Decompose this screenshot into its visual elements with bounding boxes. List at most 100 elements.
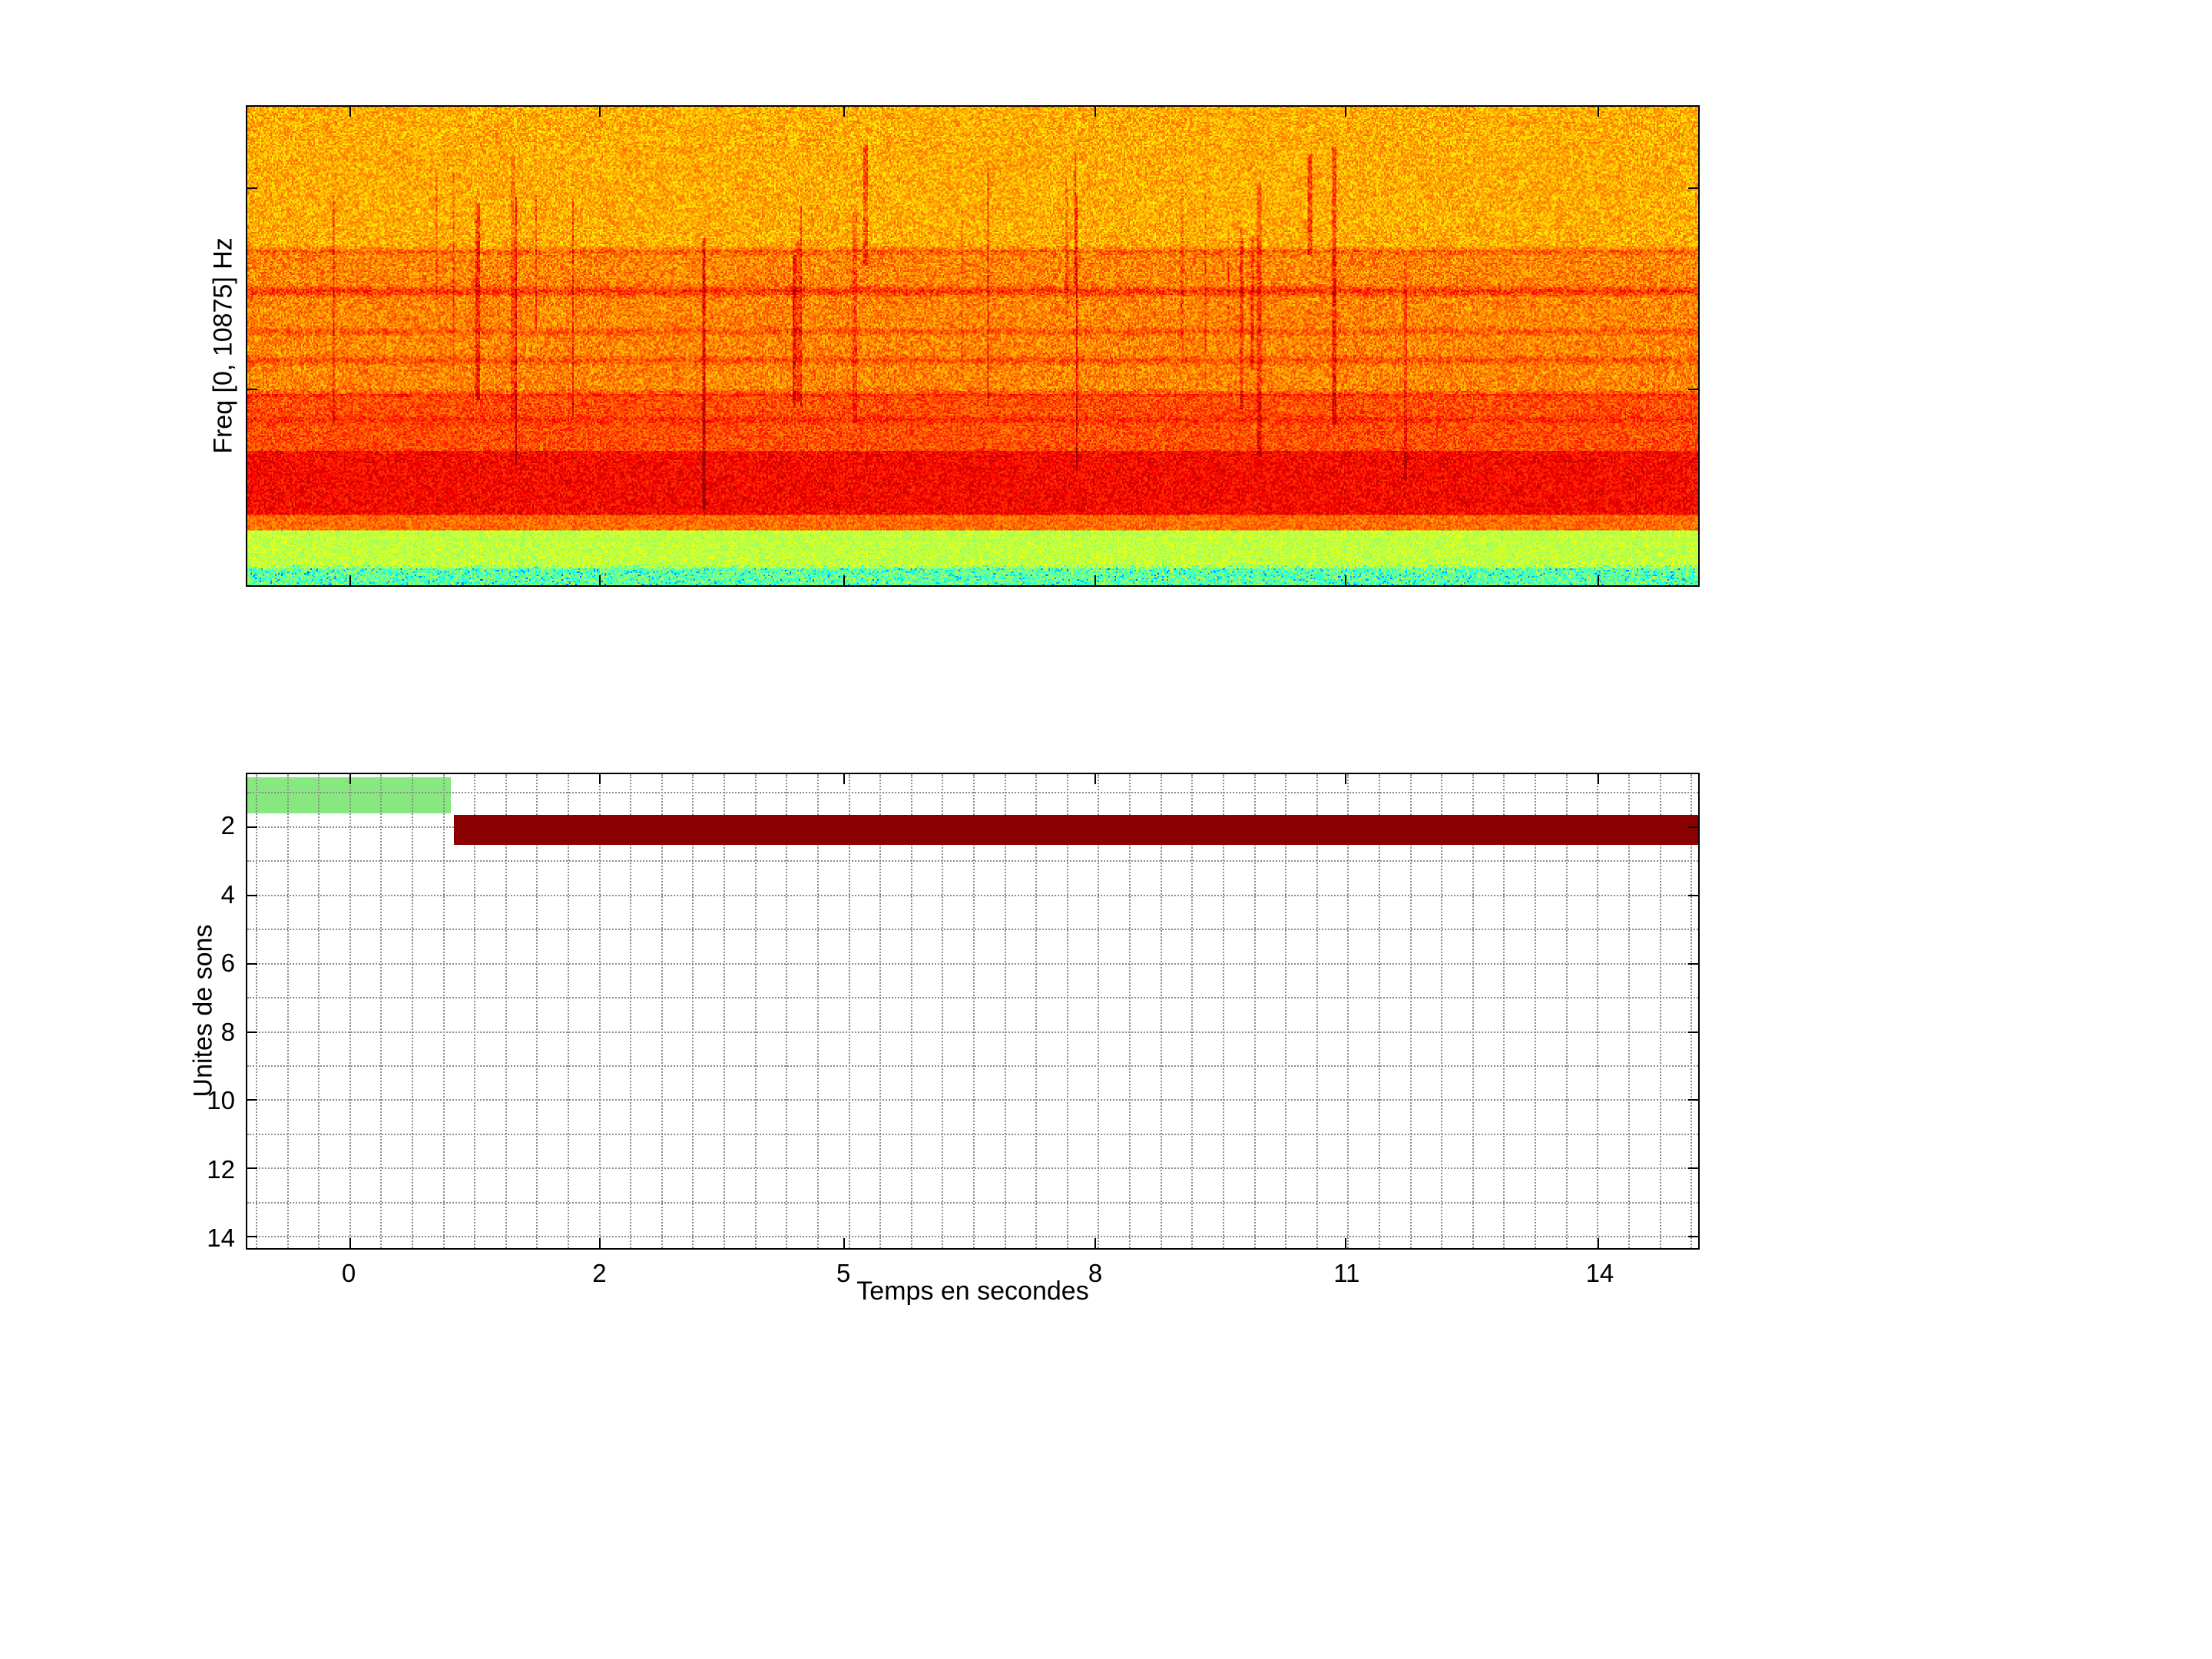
- y-tick-mark: [1688, 1236, 1698, 1238]
- grid-line-vertical: [1191, 774, 1194, 1248]
- x-tick-mark: [843, 1238, 845, 1248]
- y-tick-label: 10: [207, 1086, 235, 1115]
- grid-line-vertical: [1285, 774, 1287, 1248]
- grid-line-horizontal: [247, 997, 1698, 999]
- grid-line-vertical: [505, 774, 507, 1248]
- grid-line-vertical: [1565, 774, 1568, 1248]
- y-tick-mark: [1688, 826, 1698, 828]
- grid-line-vertical: [973, 774, 975, 1248]
- time-xlabel: Temps en secondes: [856, 1277, 1089, 1306]
- y-tick-mark: [1688, 1167, 1698, 1170]
- spectrogram-axes: [246, 105, 1700, 587]
- y-tick-mark: [1688, 1031, 1698, 1033]
- grid-line-vertical: [1004, 774, 1006, 1248]
- y-tick-label: 2: [220, 811, 235, 840]
- grid-line-vertical: [1409, 774, 1412, 1248]
- grid-line-vertical: [1129, 774, 1131, 1248]
- x-tick-mark: [1094, 107, 1096, 117]
- grid-line-vertical: [630, 774, 632, 1248]
- spectrogram-image: [247, 107, 1698, 585]
- x-tick-mark: [349, 575, 351, 585]
- grid-line-vertical: [286, 774, 289, 1248]
- x-tick-labels: 0 2 5 8 11 14: [246, 1259, 1700, 1290]
- grid-line-horizontal: [247, 792, 1698, 794]
- y-tick-labels: 2 4 6 8 10 12 14: [144, 773, 235, 1252]
- grid-line-vertical: [1503, 774, 1505, 1248]
- y-tick-mark: [1688, 894, 1698, 896]
- grid-line-vertical: [692, 774, 694, 1248]
- x-tick-label: 8: [1088, 1259, 1103, 1287]
- x-tick-label: 0: [341, 1259, 356, 1287]
- grid-line-horizontal: [247, 1201, 1698, 1204]
- y-tick-mark: [247, 388, 257, 390]
- y-tick-label: 6: [220, 949, 235, 978]
- y-tick-mark: [1688, 962, 1698, 965]
- x-tick-mark: [349, 774, 351, 784]
- x-tick-mark: [1598, 107, 1600, 117]
- sound-unit-segment-1: [247, 777, 452, 813]
- y-tick-label: 8: [220, 1017, 235, 1046]
- grid-line-horizontal: [247, 894, 1698, 896]
- x-tick-mark: [599, 107, 601, 117]
- grid-line-vertical: [1597, 774, 1599, 1248]
- x-tick-mark: [1345, 575, 1347, 585]
- x-tick-mark: [843, 575, 845, 585]
- y-tick-mark: [247, 187, 257, 189]
- x-tick-mark: [843, 107, 845, 117]
- grid-line-vertical: [786, 774, 788, 1248]
- grid-line-vertical: [1535, 774, 1537, 1248]
- grid-line-horizontal: [247, 1065, 1698, 1067]
- x-tick-mark: [1598, 774, 1600, 784]
- grid-line-vertical: [848, 774, 850, 1248]
- grid-line-vertical: [879, 774, 882, 1248]
- y-tick-label: 12: [207, 1154, 235, 1184]
- grid-line-vertical: [1222, 774, 1224, 1248]
- grid-line-vertical: [910, 774, 912, 1248]
- y-tick-label: 4: [220, 879, 235, 909]
- x-tick-mark: [599, 575, 601, 585]
- x-tick-mark: [1345, 107, 1347, 117]
- grid-line-vertical: [318, 774, 320, 1248]
- units-axes: [246, 773, 1700, 1250]
- x-tick-label: 5: [836, 1259, 851, 1287]
- y-tick-mark: [247, 826, 257, 828]
- grid-line-horizontal: [247, 929, 1698, 931]
- y-tick-mark: [247, 1167, 257, 1170]
- y-tick-mark: [247, 894, 257, 896]
- y-tick-mark: [1688, 388, 1698, 390]
- grid-line-vertical: [724, 774, 726, 1248]
- grid-line-vertical: [1441, 774, 1443, 1248]
- grid-line-horizontal: [247, 1167, 1698, 1170]
- x-tick-mark: [349, 107, 351, 117]
- y-tick-mark: [247, 1236, 257, 1238]
- x-tick-mark: [1094, 1238, 1096, 1248]
- x-tick-mark: [1094, 774, 1096, 784]
- grid-line-vertical: [1253, 774, 1256, 1248]
- grid-line-horizontal: [247, 962, 1698, 965]
- grid-line-vertical: [1035, 774, 1038, 1248]
- x-tick-label: 14: [1585, 1259, 1614, 1287]
- sound-unit-segment-2: [453, 814, 1698, 845]
- y-tick-mark: [1688, 187, 1698, 189]
- grid-line-vertical: [1690, 774, 1693, 1248]
- grid-line-vertical: [1316, 774, 1318, 1248]
- x-tick-mark: [1094, 575, 1096, 585]
- grid-line-horizontal: [247, 1099, 1698, 1101]
- spectrogram-ylabel: Freq [0, 10875] Hz: [208, 237, 238, 454]
- y-tick-mark: [247, 962, 257, 965]
- grid-line-vertical: [411, 774, 413, 1248]
- x-tick-mark: [1598, 575, 1600, 585]
- x-tick-mark: [1345, 1238, 1347, 1248]
- grid-line-vertical: [568, 774, 570, 1248]
- grid-line-vertical: [474, 774, 476, 1248]
- grid-line-horizontal: [247, 860, 1698, 863]
- x-tick-mark: [843, 774, 845, 784]
- x-tick-label: 2: [592, 1259, 607, 1287]
- x-tick-mark: [1598, 1238, 1600, 1248]
- grid-line-vertical: [1160, 774, 1162, 1248]
- grid-line-vertical: [661, 774, 663, 1248]
- grid-line-vertical: [598, 774, 601, 1248]
- grid-line-vertical: [816, 774, 819, 1248]
- grid-line-vertical: [754, 774, 757, 1248]
